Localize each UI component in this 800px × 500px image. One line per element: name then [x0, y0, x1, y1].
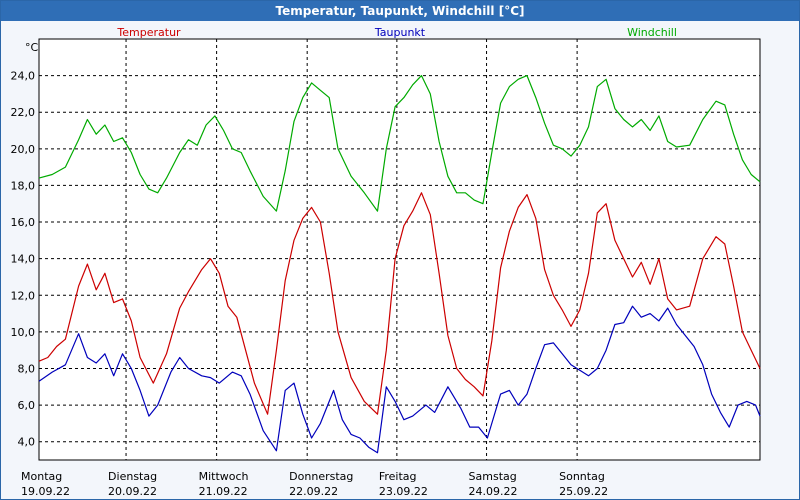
x-tick-date: 24.09.22 — [469, 485, 518, 498]
x-tick-date: 25.09.22 — [559, 485, 608, 498]
y-tick-label: 8,0 — [18, 362, 36, 375]
y-tick-label: 12,0 — [11, 289, 36, 302]
y-axis-ticks: 4,0 6,0 8,0 10,0 12,0 14,0 16,0 18,0 20,0 22,0 24,… — [11, 70, 36, 449]
series-line-taupunkt — [38, 305, 761, 454]
grid-lines — [39, 39, 760, 460]
x-tick-day: Montag — [21, 470, 62, 483]
legend-label: Windchill — [627, 26, 677, 39]
y-tick-label: 20,0 — [11, 143, 36, 156]
y-tick-label: 6,0 — [18, 399, 36, 412]
chart-title: Temperatur, Taupunkt, Windchill [°C] — [1, 1, 799, 21]
y-tick-label: 16,0 — [11, 216, 36, 229]
y-axis-label: °C — [25, 41, 39, 54]
x-tick-date: 19.09.22 — [21, 485, 70, 498]
x-tick-day: Sonntag — [559, 470, 605, 483]
y-tick-label: 24,0 — [11, 70, 36, 83]
legend-label: Temperatur — [116, 26, 181, 39]
y-tick-label: 4,0 — [18, 436, 36, 449]
x-tick-date: 20.09.22 — [108, 485, 157, 498]
x-tick-date: 23.09.22 — [379, 485, 428, 498]
legend: Temperatur Taupunkt Windchill — [116, 26, 677, 39]
series-line-windchill — [38, 74, 761, 212]
x-tick-day: Mittwoch — [199, 470, 249, 483]
x-tick-date: 21.09.22 — [199, 485, 248, 498]
x-tick-day: Freitag — [379, 470, 417, 483]
legend-label: Taupunkt — [374, 26, 426, 39]
x-tick-date: 22.09.22 — [289, 485, 338, 498]
x-axis-ticks: Montag 19.09.22 Dienstag 20.09.22 Mittwoch 21… — [21, 470, 608, 498]
y-tick-label: 22,0 — [11, 106, 36, 119]
x-tick-day: Samstag — [469, 470, 517, 483]
series-line-temperatur — [38, 192, 761, 415]
y-tick-label: 18,0 — [11, 179, 36, 192]
x-tick-day: Donnerstag — [289, 470, 353, 483]
plot-area — [38, 38, 761, 461]
y-tick-label: 10,0 — [11, 326, 36, 339]
x-tick-day: Dienstag — [108, 470, 157, 483]
y-tick-label: 14,0 — [11, 253, 36, 266]
series-lines — [38, 74, 761, 454]
